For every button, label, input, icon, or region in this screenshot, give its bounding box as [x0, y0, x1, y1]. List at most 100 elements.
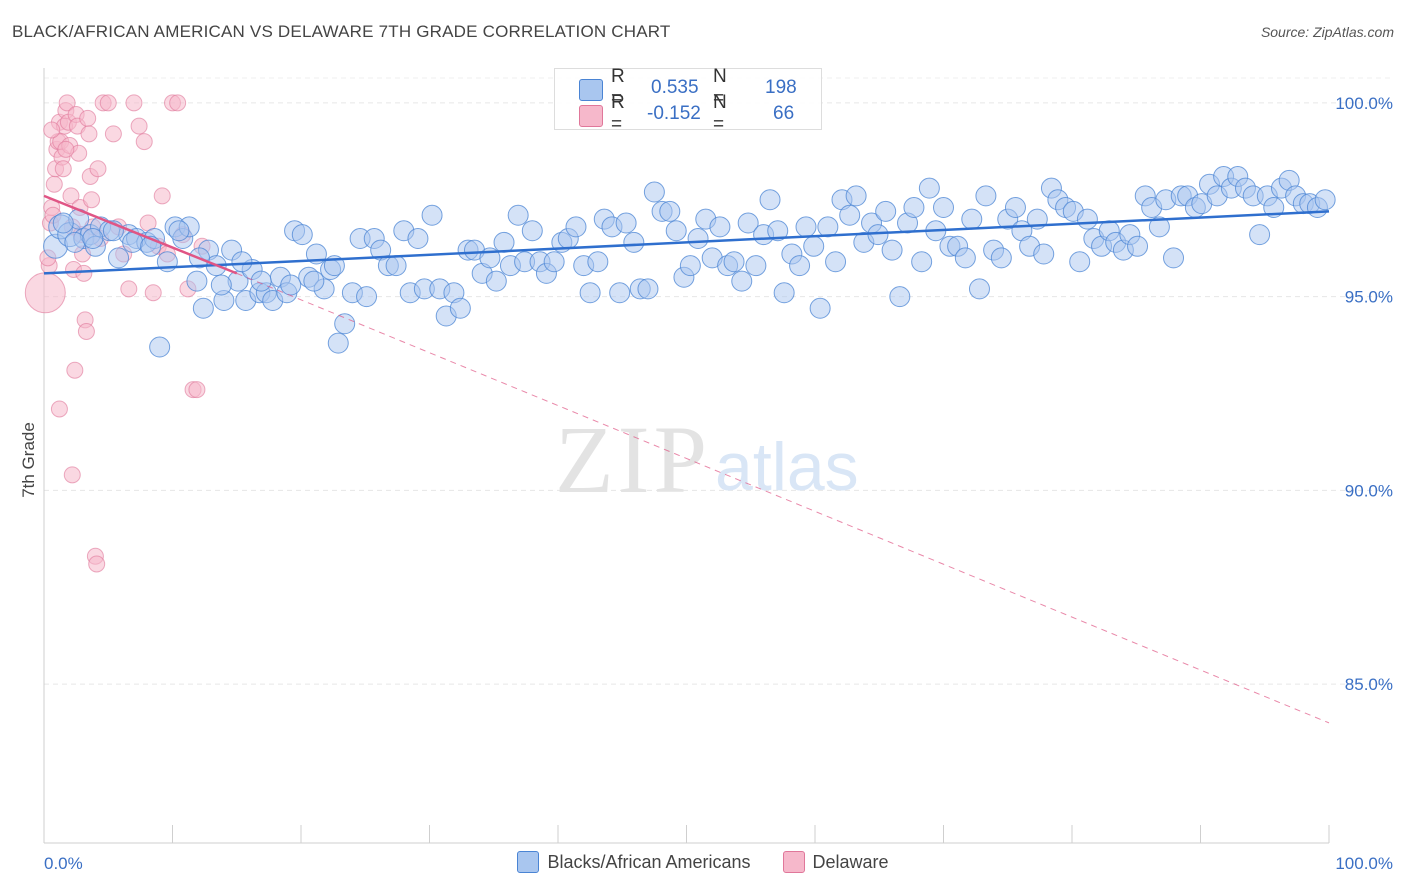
delaware-trend-extension — [236, 272, 1330, 724]
source-label: Source: ZipAtlas.com — [1260, 24, 1394, 40]
blacks-point — [82, 228, 104, 249]
blacks-point — [1069, 251, 1091, 273]
delaware-point — [169, 94, 187, 112]
blacks-point — [280, 274, 302, 296]
blacks-point — [881, 239, 903, 261]
blacks-point — [803, 235, 825, 257]
n-value-blacks: 198 — [765, 77, 797, 98]
blacks-point — [933, 197, 954, 218]
blacks-point — [1127, 235, 1149, 257]
legend-label-delaware: Delaware — [812, 851, 889, 872]
n-label: N = — [713, 92, 727, 135]
blacks-point — [52, 212, 74, 234]
delaware-point — [89, 160, 107, 178]
delaware-point — [144, 284, 162, 302]
n-label: N = — [713, 66, 727, 109]
blacks-point — [108, 247, 130, 269]
blacks-point — [731, 270, 753, 292]
blacks-point — [149, 336, 171, 358]
y-tick-label: 100.0% — [1335, 94, 1393, 113]
blacks-point — [579, 282, 601, 304]
delaware-point — [83, 191, 101, 209]
delaware-point — [99, 94, 117, 112]
blacks-point — [250, 270, 272, 292]
blacks-point — [303, 270, 325, 292]
blacks-trend-line — [43, 210, 1330, 275]
delaware-point — [58, 94, 76, 112]
delaware-point — [135, 133, 153, 151]
blacks-point — [291, 224, 313, 246]
y-tick-label: 95.0% — [1345, 288, 1393, 307]
r-label: R = — [611, 66, 625, 109]
blacks-point — [385, 255, 407, 277]
delaware-points — [24, 94, 211, 573]
x-tick-label-min: 0.0% — [44, 854, 83, 873]
blacks-point — [485, 270, 507, 292]
legend-swatch-pink — [782, 851, 805, 873]
blacks-point — [825, 251, 847, 273]
blacks-point — [1249, 224, 1271, 246]
blacks-point — [687, 228, 709, 249]
blacks-point — [817, 216, 839, 238]
delaware-point — [104, 125, 122, 143]
delaware-point — [125, 94, 143, 112]
x-tick-label-max: 100.0% — [1335, 854, 1393, 873]
delaware-point — [75, 264, 93, 282]
r-value-delaware: -0.152 — [647, 103, 701, 124]
delaware-point — [50, 400, 68, 418]
blacks-point — [623, 231, 645, 253]
blacks-point — [521, 220, 543, 242]
blacks-point — [889, 286, 911, 308]
blacks-point — [975, 185, 997, 207]
blacks-point — [903, 197, 925, 218]
blacks-point — [789, 255, 811, 277]
blacks-point — [327, 332, 349, 354]
blacks-point — [1033, 243, 1055, 265]
blacks-point — [168, 220, 190, 242]
delaware-point — [24, 272, 66, 314]
blacks-point — [407, 228, 429, 249]
blacks-point — [1314, 189, 1336, 211]
blacks-point — [918, 177, 940, 199]
y-tick-label: 90.0% — [1345, 481, 1393, 500]
n-value-delaware: 66 — [773, 103, 795, 124]
blacks-point — [1004, 197, 1026, 218]
blacks-point — [64, 231, 86, 253]
y-tick-label: 85.0% — [1345, 675, 1393, 694]
blacks-point — [961, 208, 983, 230]
blacks-point — [356, 286, 378, 308]
r-value-blacks: 0.535 — [651, 77, 699, 98]
blacks-point — [767, 220, 789, 242]
delaware-point — [130, 117, 148, 135]
blacks-point — [954, 247, 976, 269]
blacks-point — [809, 297, 831, 319]
blacks-point — [845, 185, 867, 207]
delaware-point — [63, 466, 81, 484]
delaware-point — [62, 187, 80, 205]
blacks-point — [507, 204, 529, 226]
watermark: ZIP atlas — [555, 406, 859, 513]
blacks-point — [773, 282, 795, 304]
y-tick-labels: 85.0% 90.0% 95.0% 100.0% — [1335, 94, 1393, 694]
legend-swatch-blue — [517, 851, 540, 873]
blacks-point — [709, 216, 731, 238]
delaware-point — [77, 323, 95, 340]
blacks-point — [493, 231, 515, 253]
blacks-point — [737, 212, 759, 234]
legend-label-blacks: Blacks/African Americans — [547, 851, 751, 872]
blacks-point — [659, 200, 681, 222]
blacks-point — [421, 204, 443, 226]
r-label: R = — [611, 92, 625, 135]
blacks-point — [1163, 247, 1185, 269]
stats-swatch-blue — [579, 79, 603, 101]
blacks-point — [665, 220, 687, 242]
blacks-point — [192, 297, 214, 319]
chart-title: BLACK/AFRICAN AMERICAN VS DELAWARE 7TH G… — [12, 22, 671, 41]
stats-swatch-pink — [579, 105, 603, 127]
blacks-point — [679, 255, 701, 277]
delaware-point — [120, 280, 138, 298]
legend-item-delaware: Delaware — [782, 851, 889, 873]
blacks-point — [231, 251, 253, 273]
blacks-point — [990, 247, 1012, 269]
